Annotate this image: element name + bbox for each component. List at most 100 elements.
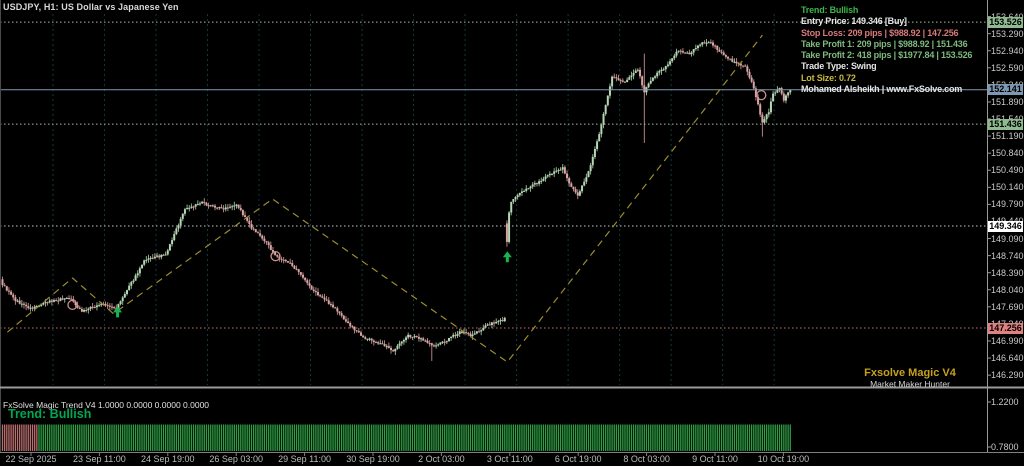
trend-histogram-bar — [220, 424, 223, 451]
candle-body — [402, 340, 405, 342]
trend-histogram-bar — [343, 424, 345, 451]
candle-body — [312, 289, 315, 292]
trend-histogram-bar — [589, 424, 592, 451]
candle-body — [413, 336, 416, 338]
trend-histogram-bar — [319, 424, 321, 451]
trend-histogram-bar — [422, 424, 424, 451]
trend-histogram-bar — [712, 424, 714, 451]
trend-histogram-bar — [302, 424, 304, 451]
trend-histogram-bar — [338, 424, 341, 451]
trend-histogram-bar — [55, 424, 57, 451]
candle-body — [508, 212, 511, 242]
trend-histogram-bar — [770, 424, 772, 451]
candle-body — [349, 323, 352, 327]
candle-body — [158, 255, 161, 258]
trend-histogram-bar — [261, 424, 263, 451]
candle-body — [334, 307, 337, 309]
trend-histogram-bar — [613, 424, 615, 451]
trend-histogram-bar — [119, 424, 122, 451]
candle-body — [778, 88, 781, 90]
trend-histogram-bar — [731, 424, 733, 451]
price-tick-label: 151.190 — [991, 131, 1024, 142]
candle-body — [538, 181, 541, 184]
trend-histogram-bar — [237, 424, 240, 451]
trend-histogram-bar — [763, 424, 766, 451]
candle-body — [439, 342, 442, 345]
candle-body — [33, 306, 36, 309]
candle-body — [398, 343, 401, 346]
trend-histogram-bar — [92, 424, 94, 451]
candle-body — [475, 331, 478, 334]
candle-body — [353, 326, 356, 331]
candle-body — [265, 241, 268, 243]
trend-histogram-bar — [332, 424, 334, 451]
candle-body — [611, 76, 614, 87]
trend-histogram-bar — [72, 424, 74, 451]
trend-histogram-bar — [789, 424, 791, 451]
trend-histogram-bar — [107, 424, 109, 451]
trend-histogram-bar — [59, 424, 62, 451]
trend-histogram-bar — [693, 424, 695, 451]
candle-body — [168, 244, 171, 251]
trend-histogram-bar — [366, 424, 369, 451]
candle-body — [435, 345, 438, 347]
trend-histogram-bar — [12, 424, 14, 451]
trend-histogram-bar — [117, 424, 120, 451]
candle-body — [29, 307, 32, 309]
candle-body — [471, 334, 474, 337]
trend-histogram-bar — [85, 424, 87, 451]
price-tick-label: 146.640 — [991, 353, 1024, 364]
price-tick-label: 153.640 — [991, 12, 1024, 22]
candle-body — [259, 233, 262, 236]
candle-body — [329, 304, 332, 306]
trend-histogram-bar — [61, 424, 64, 451]
candle-body — [619, 80, 622, 82]
trend-histogram-bar — [699, 424, 701, 451]
info-line-entry-price: Entry Price: 149.346 [Buy] — [801, 16, 907, 27]
candle-body — [229, 206, 232, 208]
trend-histogram-bar — [499, 424, 502, 451]
trend-histogram-bar — [413, 424, 416, 451]
candle-body — [561, 167, 564, 170]
candle-body — [132, 280, 135, 283]
trend-histogram-bar — [347, 424, 349, 451]
buy-arrow-icon — [502, 251, 512, 263]
candle-body — [608, 86, 611, 96]
trend-histogram-bar — [158, 424, 160, 451]
candle-body — [295, 268, 298, 270]
candle-body — [716, 45, 719, 50]
trend-histogram-bar — [149, 424, 152, 451]
trend-histogram-bar — [695, 424, 697, 451]
trend-histogram-bar — [250, 424, 253, 451]
candle-body — [18, 300, 21, 304]
candle-body — [501, 320, 504, 322]
trend-histogram-bar — [489, 424, 491, 451]
candle-body — [110, 306, 113, 308]
time-axis-label: 23 Sep 11:00 — [72, 454, 126, 464]
trend-histogram-bar — [225, 424, 227, 451]
candle-body — [241, 210, 244, 216]
candle-body — [574, 189, 577, 193]
candle-body — [757, 97, 760, 105]
candle-body — [718, 49, 721, 52]
trend-histogram-bar — [703, 424, 706, 451]
candle-body — [615, 77, 618, 79]
watermark-subtitle: Market Maker Hunter — [870, 379, 950, 389]
candle-body — [649, 80, 652, 84]
price-badge-149.346: 149.346 — [988, 220, 1023, 232]
trend-histogram-bar — [235, 424, 238, 451]
price-tick-label: 149.790 — [991, 199, 1024, 210]
candle-body — [447, 337, 450, 342]
candle-body — [239, 207, 242, 211]
trend-histogram-bar — [38, 424, 40, 451]
trend-histogram-bar — [283, 424, 285, 451]
trend-histogram-bar — [755, 424, 757, 451]
trend-histogram-bar — [705, 424, 708, 451]
candle-body — [514, 197, 517, 200]
price-tick-label: 146.990 — [991, 335, 1024, 346]
candle-body — [254, 229, 257, 233]
trend-histogram-bar — [295, 424, 298, 451]
candle-body — [164, 254, 167, 256]
candle-body — [748, 71, 751, 78]
